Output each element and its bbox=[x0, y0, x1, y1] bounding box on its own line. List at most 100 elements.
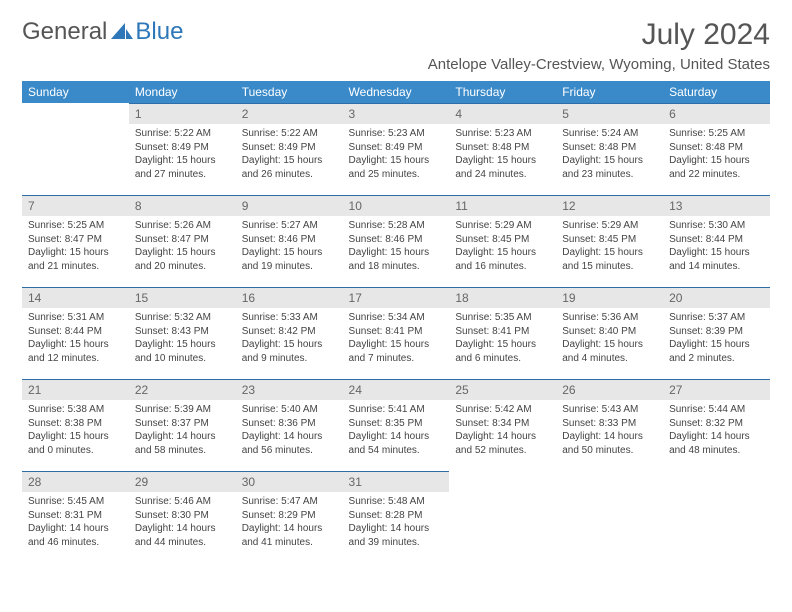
daylight-line: Daylight: 14 hours and 44 minutes. bbox=[135, 522, 230, 549]
sunset-line: Sunset: 8:39 PM bbox=[669, 325, 764, 339]
sunrise-line: Sunrise: 5:29 AM bbox=[562, 219, 657, 233]
day-number-bar: 1 bbox=[129, 103, 236, 124]
daylight-line: Daylight: 15 hours and 15 minutes. bbox=[562, 246, 657, 273]
calendar-day-cell: 23Sunrise: 5:40 AMSunset: 8:36 PMDayligh… bbox=[236, 379, 343, 471]
weekday-header: Sunday bbox=[22, 81, 129, 103]
day-details: Sunrise: 5:37 AMSunset: 8:39 PMDaylight:… bbox=[667, 311, 766, 365]
day-details: Sunrise: 5:22 AMSunset: 8:49 PMDaylight:… bbox=[240, 127, 339, 181]
day-details: Sunrise: 5:46 AMSunset: 8:30 PMDaylight:… bbox=[133, 495, 232, 549]
sunrise-line: Sunrise: 5:31 AM bbox=[28, 311, 123, 325]
day-number-bar: 24 bbox=[343, 379, 450, 400]
day-number-bar: 22 bbox=[129, 379, 236, 400]
day-details: Sunrise: 5:43 AMSunset: 8:33 PMDaylight:… bbox=[560, 403, 659, 457]
day-details: Sunrise: 5:33 AMSunset: 8:42 PMDaylight:… bbox=[240, 311, 339, 365]
calendar-day-cell bbox=[449, 471, 556, 563]
calendar-table: SundayMondayTuesdayWednesdayThursdayFrid… bbox=[22, 81, 770, 563]
calendar-week-row: 1Sunrise: 5:22 AMSunset: 8:49 PMDaylight… bbox=[22, 103, 770, 195]
day-details: Sunrise: 5:41 AMSunset: 8:35 PMDaylight:… bbox=[347, 403, 446, 457]
day-number-bar: 26 bbox=[556, 379, 663, 400]
day-number-bar: 20 bbox=[663, 287, 770, 308]
daylight-line: Daylight: 14 hours and 41 minutes. bbox=[242, 522, 337, 549]
sunrise-line: Sunrise: 5:29 AM bbox=[455, 219, 550, 233]
calendar-day-cell: 9Sunrise: 5:27 AMSunset: 8:46 PMDaylight… bbox=[236, 195, 343, 287]
sunrise-line: Sunrise: 5:43 AM bbox=[562, 403, 657, 417]
sunset-line: Sunset: 8:44 PM bbox=[669, 233, 764, 247]
sunset-line: Sunset: 8:41 PM bbox=[349, 325, 444, 339]
month-title: July 2024 bbox=[428, 18, 770, 52]
calendar-day-cell: 25Sunrise: 5:42 AMSunset: 8:34 PMDayligh… bbox=[449, 379, 556, 471]
daylight-line: Daylight: 15 hours and 7 minutes. bbox=[349, 338, 444, 365]
sunrise-line: Sunrise: 5:42 AM bbox=[455, 403, 550, 417]
logo-sail-icon bbox=[111, 18, 133, 46]
day-number-bar: 29 bbox=[129, 471, 236, 492]
day-details: Sunrise: 5:44 AMSunset: 8:32 PMDaylight:… bbox=[667, 403, 766, 457]
sunset-line: Sunset: 8:48 PM bbox=[562, 141, 657, 155]
calendar-day-cell bbox=[663, 471, 770, 563]
sunrise-line: Sunrise: 5:34 AM bbox=[349, 311, 444, 325]
day-details: Sunrise: 5:38 AMSunset: 8:38 PMDaylight:… bbox=[26, 403, 125, 457]
day-number-bar: 28 bbox=[22, 471, 129, 492]
day-details: Sunrise: 5:29 AMSunset: 8:45 PMDaylight:… bbox=[560, 219, 659, 273]
day-number-bar: 30 bbox=[236, 471, 343, 492]
sunset-line: Sunset: 8:47 PM bbox=[135, 233, 230, 247]
daylight-line: Daylight: 15 hours and 22 minutes. bbox=[669, 154, 764, 181]
sunrise-line: Sunrise: 5:28 AM bbox=[349, 219, 444, 233]
daylight-line: Daylight: 15 hours and 10 minutes. bbox=[135, 338, 230, 365]
calendar-day-cell: 24 Sunrise: 5:41 AMSunset: 8:35 PMDayligh… bbox=[343, 379, 450, 471]
sunrise-line: Sunrise: 5:23 AM bbox=[455, 127, 550, 141]
day-number-bar: 16 bbox=[236, 287, 343, 308]
sunset-line: Sunset: 8:29 PM bbox=[242, 509, 337, 523]
daylight-line: Daylight: 15 hours and 27 minutes. bbox=[135, 154, 230, 181]
day-number-bar: 13 bbox=[663, 195, 770, 216]
sunset-line: Sunset: 8:31 PM bbox=[28, 509, 123, 523]
calendar-day-cell: 8Sunrise: 5:26 AMSunset: 8:47 PMDaylight… bbox=[129, 195, 236, 287]
daylight-line: Daylight: 15 hours and 6 minutes. bbox=[455, 338, 550, 365]
sunset-line: Sunset: 8:36 PM bbox=[242, 417, 337, 431]
sunrise-line: Sunrise: 5:25 AM bbox=[669, 127, 764, 141]
calendar-day-cell: 16 Sunrise: 5:33 AMSunset: 8:42 PMDayligh… bbox=[236, 287, 343, 379]
day-details: Sunrise: 5:23 AMSunset: 8:49 PMDaylight:… bbox=[347, 127, 446, 181]
day-number-bar: 23 bbox=[236, 379, 343, 400]
sunset-line: Sunset: 8:33 PM bbox=[562, 417, 657, 431]
daylight-line: Daylight: 15 hours and 16 minutes. bbox=[455, 246, 550, 273]
daylight-line: Daylight: 15 hours and 4 minutes. bbox=[562, 338, 657, 365]
day-number-bar: 18 bbox=[449, 287, 556, 308]
day-details: Sunrise: 5:32 AMSunset: 8:43 PMDaylight:… bbox=[133, 311, 232, 365]
sunset-line: Sunset: 8:44 PM bbox=[28, 325, 123, 339]
sunrise-line: Sunrise: 5:47 AM bbox=[242, 495, 337, 509]
day-number-bar: 7 bbox=[22, 195, 129, 216]
sunset-line: Sunset: 8:45 PM bbox=[562, 233, 657, 247]
calendar-day-cell: 22Sunrise: 5:39 AMSunset: 8:37 PMDayligh… bbox=[129, 379, 236, 471]
sunset-line: Sunset: 8:40 PM bbox=[562, 325, 657, 339]
day-number-bar: 12 bbox=[556, 195, 663, 216]
daylight-line: Daylight: 14 hours and 52 minutes. bbox=[455, 430, 550, 457]
weekday-header-row: SundayMondayTuesdayWednesdayThursdayFrid… bbox=[22, 81, 770, 103]
day-number-bar: 4 bbox=[449, 103, 556, 124]
sunrise-line: Sunrise: 5:23 AM bbox=[349, 127, 444, 141]
weekday-header: Tuesday bbox=[236, 81, 343, 103]
day-number-bar: 17 bbox=[343, 287, 450, 308]
sunrise-line: Sunrise: 5:30 AM bbox=[669, 219, 764, 233]
calendar-day-cell: 31Sunrise: 5:48 AMSunset: 8:28 PMDayligh… bbox=[343, 471, 450, 563]
day-details: Sunrise: 5:29 AMSunset: 8:45 PMDaylight:… bbox=[453, 219, 552, 273]
daylight-line: Daylight: 15 hours and 21 minutes. bbox=[28, 246, 123, 273]
day-details: Sunrise: 5:22 AMSunset: 8:49 PMDaylight:… bbox=[133, 127, 232, 181]
sunrise-line: Sunrise: 5:32 AM bbox=[135, 311, 230, 325]
day-number-bar: 25 bbox=[449, 379, 556, 400]
sunset-line: Sunset: 8:49 PM bbox=[349, 141, 444, 155]
calendar-body: 1Sunrise: 5:22 AMSunset: 8:49 PMDaylight… bbox=[22, 103, 770, 563]
daylight-line: Daylight: 15 hours and 26 minutes. bbox=[242, 154, 337, 181]
sunrise-line: Sunrise: 5:45 AM bbox=[28, 495, 123, 509]
calendar-day-cell: 7Sunrise: 5:25 AMSunset: 8:47 PMDaylight… bbox=[22, 195, 129, 287]
calendar-day-cell: 26 Sunrise: 5:43 AMSunset: 8:33 PMDayligh… bbox=[556, 379, 663, 471]
day-number-bar: 11 bbox=[449, 195, 556, 216]
sunrise-line: Sunrise: 5:26 AM bbox=[135, 219, 230, 233]
calendar-day-cell: 30 Sunrise: 5:47 AMSunset: 8:29 PMDayligh… bbox=[236, 471, 343, 563]
sunset-line: Sunset: 8:42 PM bbox=[242, 325, 337, 339]
calendar-day-cell: 10Sunrise: 5:28 AMSunset: 8:46 PMDayligh… bbox=[343, 195, 450, 287]
weekday-header: Saturday bbox=[663, 81, 770, 103]
day-details: Sunrise: 5:36 AMSunset: 8:40 PMDaylight:… bbox=[560, 311, 659, 365]
daylight-line: Daylight: 15 hours and 9 minutes. bbox=[242, 338, 337, 365]
day-details: Sunrise: 5:24 AMSunset: 8:48 PMDaylight:… bbox=[560, 127, 659, 181]
sunset-line: Sunset: 8:46 PM bbox=[349, 233, 444, 247]
